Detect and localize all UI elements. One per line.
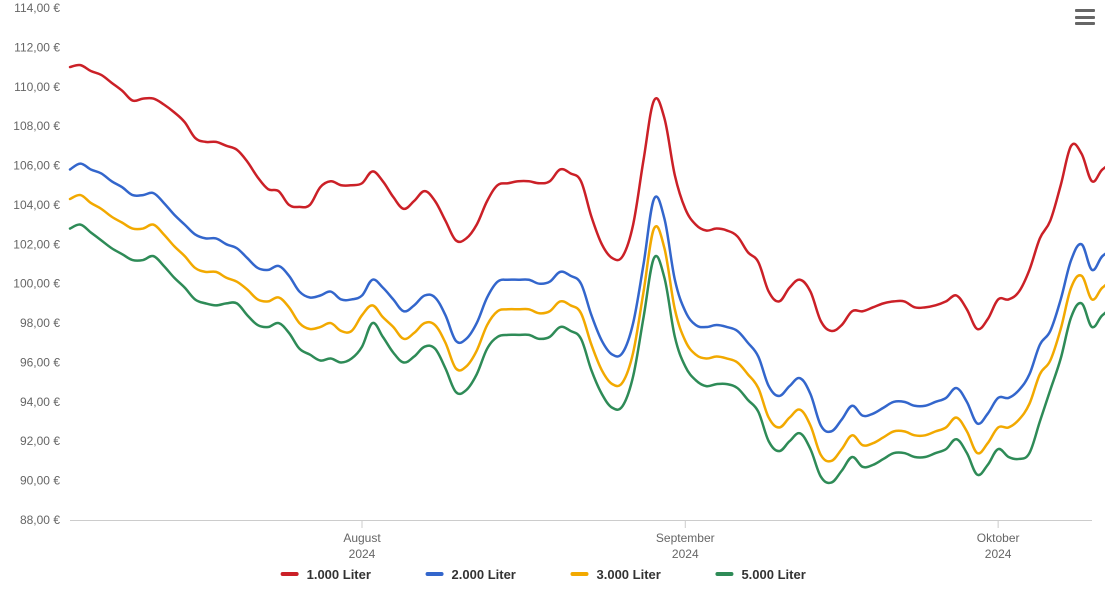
y-axis-label: 92,00 € (20, 434, 60, 448)
x-axis-label-month: Oktober (977, 531, 1020, 545)
x-axis-label-year: 2024 (349, 547, 376, 561)
y-axis-label: 96,00 € (20, 355, 60, 369)
series-line (70, 225, 1105, 483)
legend-marker[interactable] (715, 572, 733, 576)
y-axis-label: 110,00 € (14, 80, 60, 94)
legend-marker[interactable] (426, 572, 444, 576)
chart-canvas: 88,00 € 90,00 € 92,00 € 94,00 € 96,00 € 98,00… (0, 0, 1105, 603)
y-axis-label: 94,00 € (20, 395, 60, 409)
y-axis-label: 104,00 € (13, 198, 60, 212)
legend-marker[interactable] (281, 572, 299, 576)
y-axis-label: 108,00 € (13, 119, 60, 133)
y-axis-label: 112,00 € (14, 40, 60, 54)
y-axis-label: 114,00 € (14, 1, 60, 15)
y-axis-label: 88,00 € (20, 513, 60, 527)
y-axis-label: 90,00 € (20, 474, 60, 488)
y-axis-label: 98,00 € (20, 316, 60, 330)
x-axis-label-year: 2024 (672, 547, 699, 561)
legend-label[interactable]: 1.000 Liter (307, 567, 371, 582)
y-axis-label: 100,00 € (13, 277, 60, 291)
x-axis-label-month: August (343, 531, 381, 545)
x-axis-label-month: September (656, 531, 715, 545)
legend-label[interactable]: 3.000 Liter (597, 567, 661, 582)
y-axis-label: 102,00 € (13, 237, 60, 251)
series-line (70, 195, 1105, 461)
legend-label[interactable]: 5.000 Liter (741, 567, 805, 582)
x-axis-label-year: 2024 (985, 547, 1012, 561)
chart-menu-button[interactable] (1073, 6, 1097, 28)
price-chart: 88,00 € 90,00 € 92,00 € 94,00 € 96,00 € 98,00… (0, 0, 1105, 603)
y-axis-label: 106,00 € (13, 159, 60, 173)
series-line (70, 65, 1105, 331)
legend-marker[interactable] (571, 572, 589, 576)
legend-label[interactable]: 2.000 Liter (452, 567, 516, 582)
